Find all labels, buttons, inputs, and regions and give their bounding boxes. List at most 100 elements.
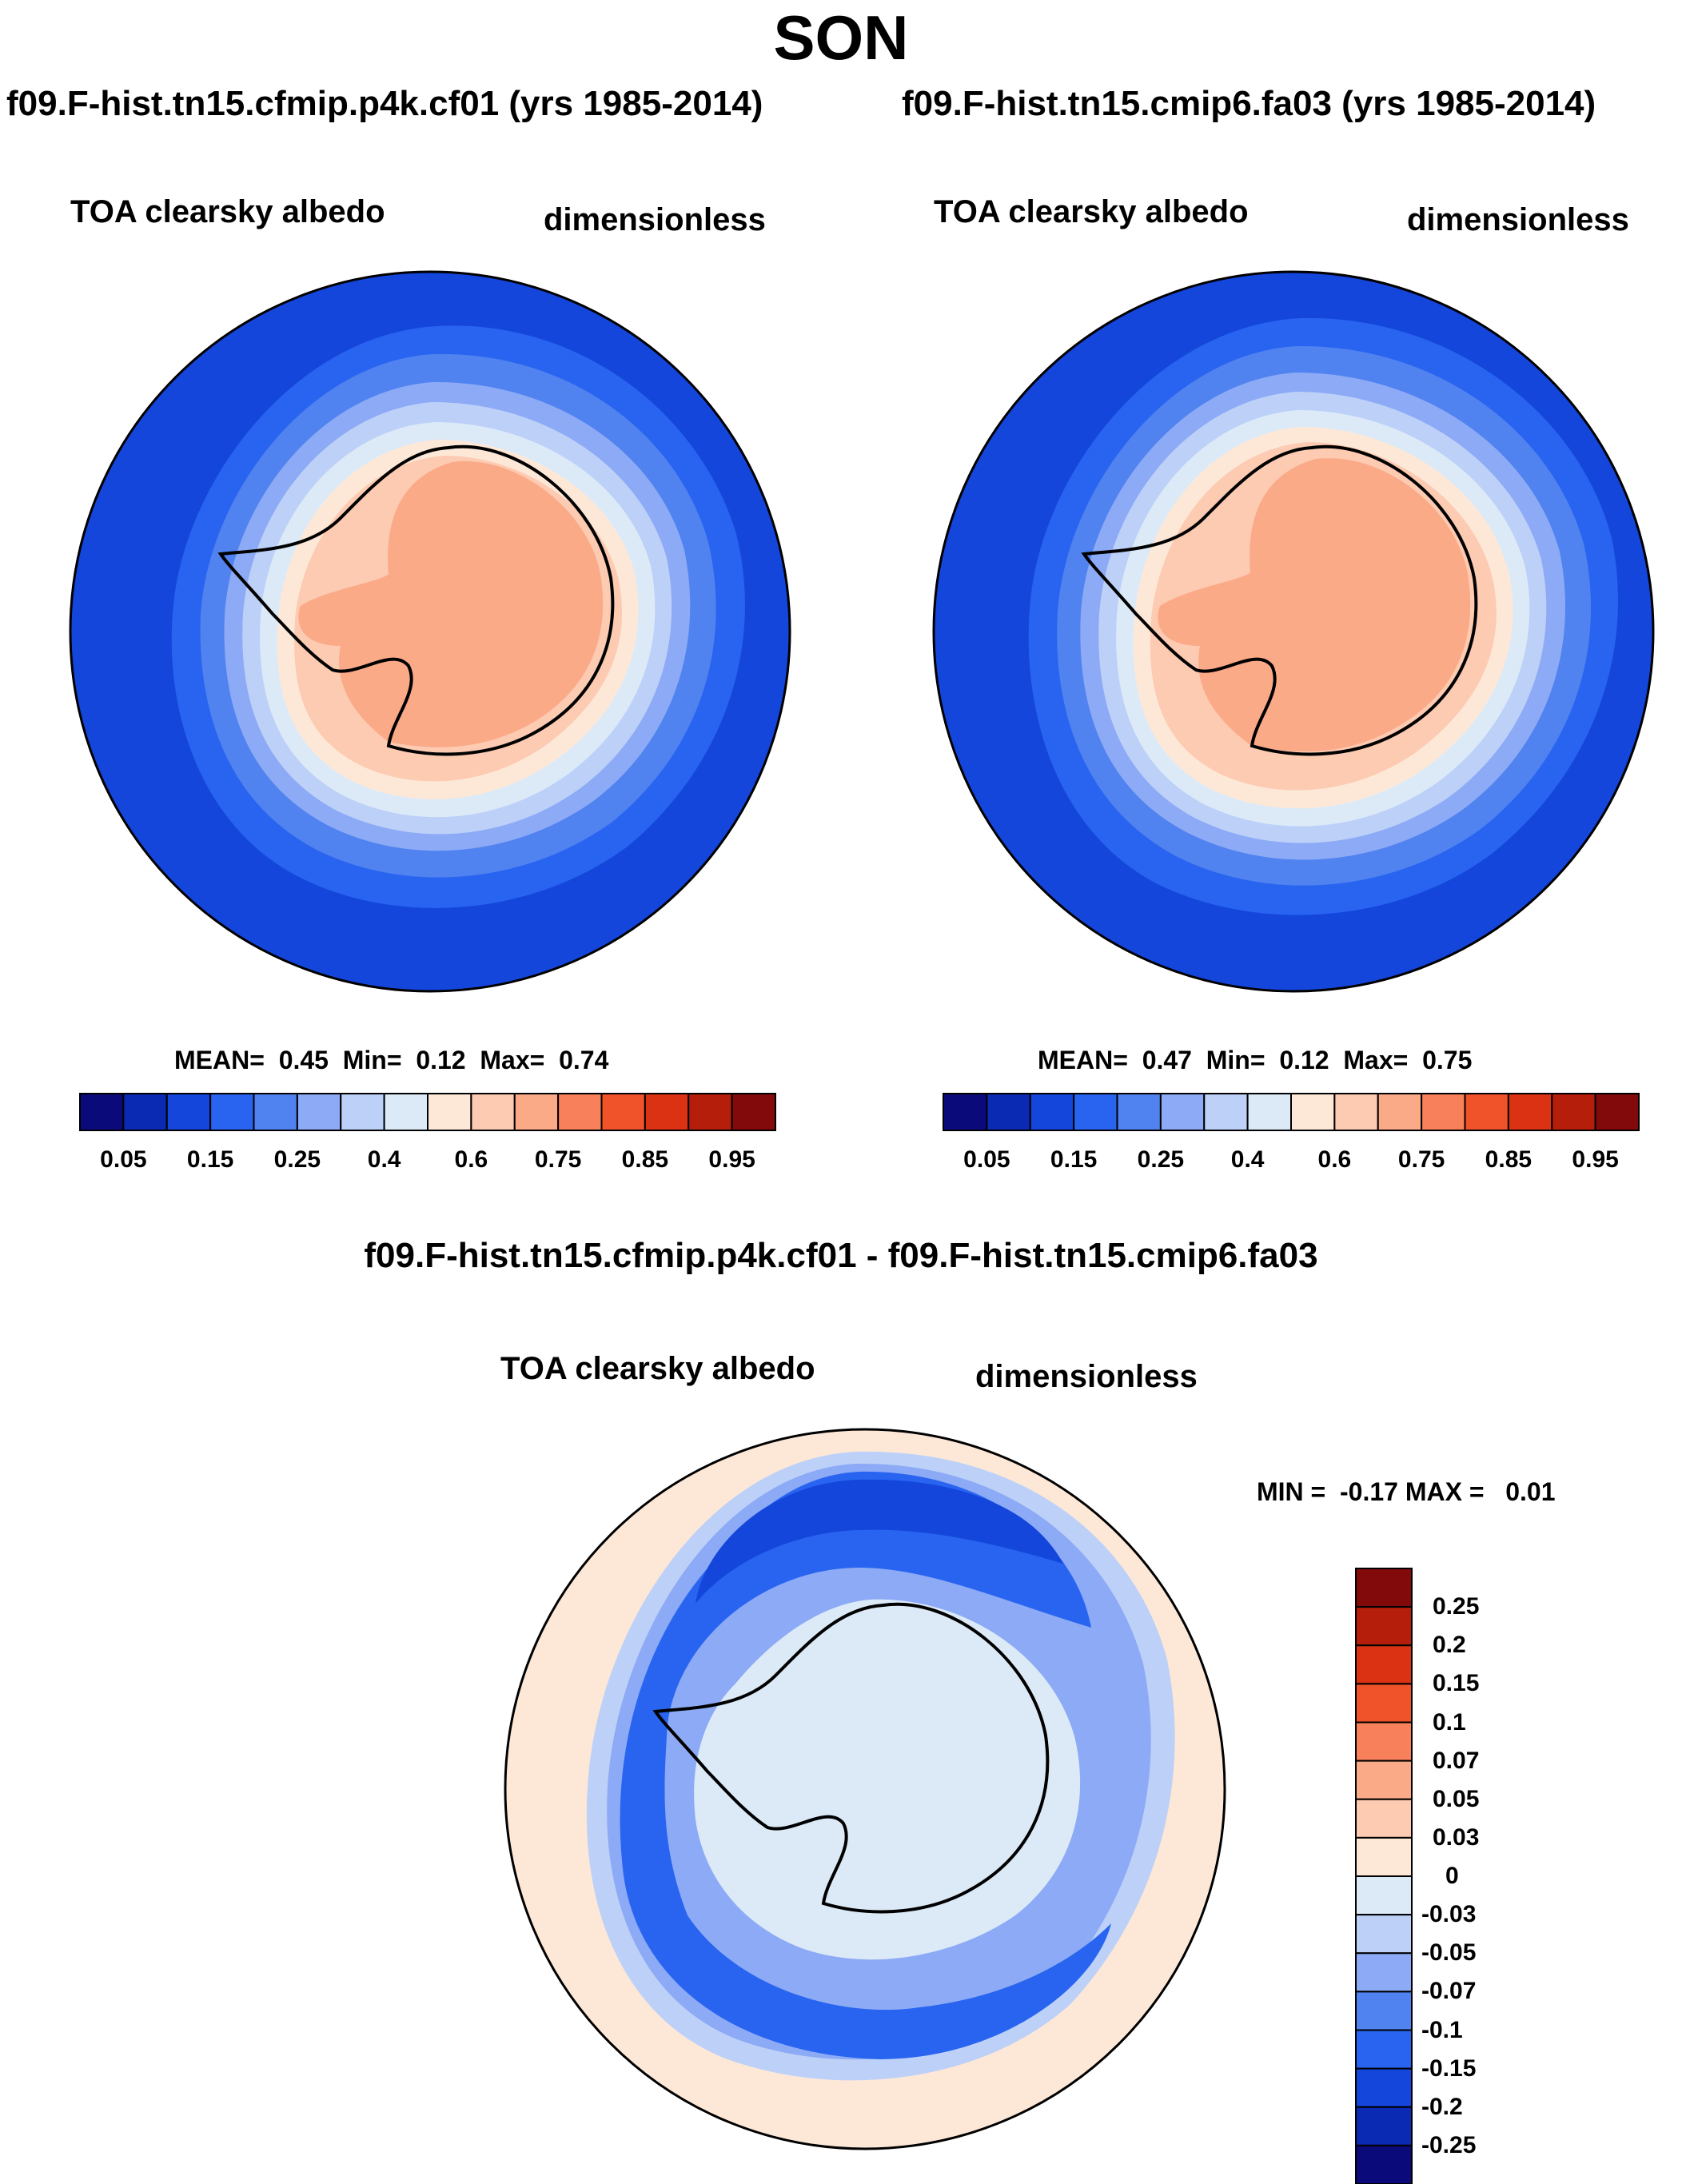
colorbar-tick-label: -0.03 bbox=[1421, 1901, 1477, 1928]
colorbar-segment bbox=[1355, 1721, 1413, 1762]
colorbar-segment bbox=[1355, 1798, 1413, 1839]
colorbar-segment bbox=[1355, 1644, 1413, 1685]
colorbar-segment bbox=[340, 1093, 385, 1131]
colorbar-segment bbox=[1551, 1093, 1596, 1131]
colorbar-segment bbox=[644, 1093, 690, 1131]
colorbar-segment bbox=[1355, 1914, 1413, 1955]
diff-units-label: dimensionless bbox=[975, 1359, 1198, 1394]
panel2-stats: MEAN= 0.47 Min= 0.12 Max= 0.75 bbox=[1038, 1046, 1473, 1074]
colorbar-segment bbox=[1355, 2144, 1413, 2184]
diff-min-max-stats: MIN = -0.17 MAX = 0.01 bbox=[1257, 1477, 1556, 1506]
panel2-units-label: dimensionless bbox=[1407, 202, 1629, 237]
colorbar-segment bbox=[1355, 1952, 1413, 1993]
colorbar-segment bbox=[1355, 1683, 1413, 1724]
colorbar-segment bbox=[383, 1093, 428, 1131]
colorbar-segment bbox=[470, 1093, 516, 1131]
panel1-polar-map bbox=[69, 270, 791, 993]
colorbar-segment bbox=[557, 1093, 603, 1131]
colorbar-segment bbox=[1377, 1093, 1423, 1131]
colorbar-segment bbox=[1029, 1093, 1075, 1131]
colorbar-tick-label: 0.05 bbox=[100, 1146, 147, 1173]
antarctic-interior-small-difference bbox=[694, 1599, 1081, 1960]
colorbar-segment bbox=[209, 1093, 255, 1131]
diff-case-title: f09.F-hist.tn15.cfmip.p4k.cf01 - f09.F-h… bbox=[364, 1236, 1318, 1275]
colorbar-segment bbox=[1355, 2029, 1413, 2070]
antarctic-interior-high-albedo bbox=[298, 461, 604, 747]
colorbar-tick-label: 0.15 bbox=[186, 1146, 234, 1173]
colorbar-segment bbox=[165, 1093, 212, 1131]
panel1-case-title: f09.F-hist.tn15.cfmip.p4k.cf01 (yrs 1985… bbox=[6, 84, 763, 123]
colorbar-tick-label: 0.05 bbox=[1433, 1785, 1480, 1812]
colorbar-segment bbox=[1333, 1093, 1379, 1131]
colorbar-tick-label: -0.15 bbox=[1421, 2054, 1477, 2082]
colorbar-segment bbox=[1290, 1093, 1336, 1131]
colorbar-tick-label: 0.07 bbox=[1433, 1747, 1480, 1774]
colorbar-tick-label: 0.4 bbox=[1230, 1146, 1265, 1173]
colorbar-tick-label: 0.15 bbox=[1050, 1146, 1098, 1173]
colorbar-segment bbox=[600, 1093, 646, 1131]
colorbar-segment bbox=[943, 1093, 988, 1131]
colorbar-segment bbox=[1355, 1568, 1413, 1608]
colorbar-tick-label: 0.1 bbox=[1433, 1708, 1466, 1736]
colorbar-tick-label: -0.05 bbox=[1421, 1939, 1477, 1967]
diff-colorbar bbox=[1355, 1568, 1413, 2184]
colorbar-segment bbox=[253, 1093, 298, 1131]
colorbar-tick-label: 0.25 bbox=[1137, 1146, 1185, 1173]
page-title: SON bbox=[773, 2, 909, 73]
panel2-polar-map bbox=[932, 270, 1655, 993]
colorbar-segment bbox=[1594, 1093, 1640, 1131]
colorbar-segment bbox=[688, 1093, 733, 1131]
colorbar-tick-label: 0.6 bbox=[454, 1146, 488, 1173]
colorbar-segment bbox=[1355, 1760, 1413, 1800]
colorbar-segment bbox=[986, 1093, 1031, 1131]
colorbar-segment bbox=[1507, 1093, 1553, 1131]
colorbar-segment bbox=[122, 1093, 168, 1131]
panel2-variable-label: TOA clearsky albedo bbox=[934, 194, 1249, 229]
colorbar-segment bbox=[1421, 1093, 1466, 1131]
colorbar-tick-label: 0.75 bbox=[1397, 1146, 1445, 1173]
colorbar-segment bbox=[79, 1093, 125, 1131]
colorbar-segment bbox=[731, 1093, 776, 1131]
antarctic-interior-high-albedo bbox=[1158, 458, 1471, 752]
panel1-units-label: dimensionless bbox=[544, 202, 766, 237]
antarctica-coastline bbox=[652, 1602, 1050, 1914]
colorbar-tick-label: -0.1 bbox=[1421, 2016, 1463, 2043]
colorbar-segment bbox=[1355, 1991, 1413, 2031]
colorbar-segment bbox=[1073, 1093, 1118, 1131]
panel1-stats: MEAN= 0.45 Min= 0.12 Max= 0.74 bbox=[174, 1046, 609, 1074]
colorbar-segment bbox=[1203, 1093, 1249, 1131]
colorbar-segment bbox=[1355, 1836, 1413, 1877]
colorbar-tick-label: 0.2 bbox=[1433, 1632, 1466, 1659]
colorbar-tick-label: 0.4 bbox=[367, 1146, 401, 1173]
colorbar-tick-label: 0.85 bbox=[621, 1146, 669, 1173]
antarctica-coastline bbox=[1081, 444, 1478, 756]
diff-variable-label: TOA clearsky albedo bbox=[500, 1351, 815, 1386]
antarctica-coastline bbox=[217, 444, 615, 756]
colorbar-tick-label: 0.95 bbox=[1572, 1146, 1619, 1173]
colorbar-tick-label: 0.95 bbox=[708, 1146, 755, 1173]
colorbar-tick-label: -0.07 bbox=[1421, 1978, 1477, 2005]
colorbar-segment bbox=[296, 1093, 342, 1131]
colorbar-segment bbox=[1159, 1093, 1206, 1131]
colorbar-segment bbox=[1464, 1093, 1509, 1131]
panel2-colorbar bbox=[943, 1093, 1640, 1131]
colorbar-tick-label: 0.15 bbox=[1433, 1670, 1480, 1697]
colorbar-tick-label: 0.6 bbox=[1317, 1146, 1352, 1173]
colorbar-tick-label: 0.25 bbox=[273, 1146, 321, 1173]
colorbar-tick-label: -0.2 bbox=[1421, 2093, 1463, 2120]
colorbar-segment bbox=[1355, 1875, 1413, 1916]
colorbar-tick-label: 0.03 bbox=[1433, 1823, 1480, 1851]
colorbar-tick-label: 0.75 bbox=[534, 1146, 582, 1173]
colorbar-segment bbox=[513, 1093, 560, 1131]
colorbar-tick-label: 0.05 bbox=[963, 1146, 1010, 1173]
colorbar-segment bbox=[1355, 2067, 1413, 2108]
colorbar-tick-label: 0.25 bbox=[1433, 1593, 1480, 1620]
colorbar-tick-label: 0.85 bbox=[1485, 1146, 1533, 1173]
colorbar-tick-label: 0 bbox=[1445, 1863, 1459, 1889]
diff-polar-map bbox=[504, 1428, 1226, 2150]
colorbar-segment bbox=[1116, 1093, 1162, 1131]
colorbar-segment bbox=[1355, 2106, 1413, 2146]
panel1-colorbar bbox=[79, 1093, 776, 1131]
panel1-variable-label: TOA clearsky albedo bbox=[70, 194, 385, 229]
colorbar-segment bbox=[427, 1093, 472, 1131]
